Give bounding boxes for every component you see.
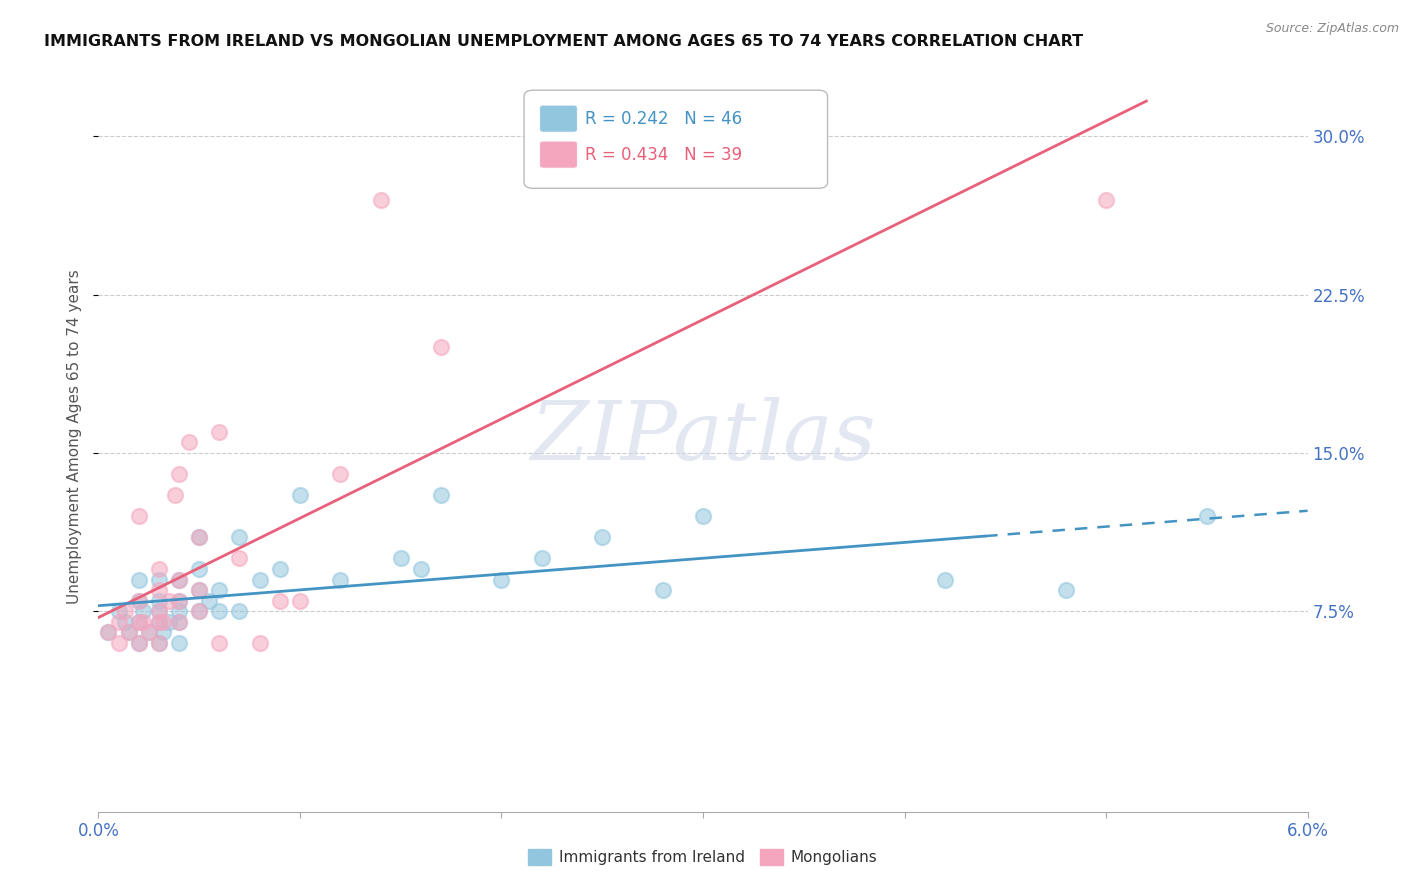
Legend: Immigrants from Ireland, Mongolians: Immigrants from Ireland, Mongolians <box>522 843 884 871</box>
Text: R = 0.434   N = 39: R = 0.434 N = 39 <box>585 145 741 163</box>
Point <box>132 604 155 618</box>
Point <box>128 615 150 629</box>
Point <box>97 625 120 640</box>
Point <box>329 573 352 587</box>
Point <box>198 593 221 607</box>
Point <box>167 604 190 618</box>
FancyBboxPatch shape <box>524 90 828 188</box>
Point <box>208 604 231 618</box>
Point <box>228 604 250 618</box>
Y-axis label: Unemployment Among Ages 65 to 74 years: Unemployment Among Ages 65 to 74 years <box>67 269 83 605</box>
Point <box>148 615 170 629</box>
Point <box>188 530 211 544</box>
Text: IMMIGRANTS FROM IRELAND VS MONGOLIAN UNEMPLOYMENT AMONG AGES 65 TO 74 YEARS CORR: IMMIGRANTS FROM IRELAND VS MONGOLIAN UNE… <box>44 34 1083 49</box>
Point <box>228 530 250 544</box>
Point <box>269 562 291 576</box>
Point <box>118 625 141 640</box>
Point <box>249 573 271 587</box>
Point <box>148 562 170 576</box>
Point <box>157 593 180 607</box>
Point <box>167 593 190 607</box>
Point <box>148 615 170 629</box>
Text: R = 0.242   N = 46: R = 0.242 N = 46 <box>585 110 741 128</box>
Point <box>591 530 613 544</box>
Point <box>228 551 250 566</box>
Point <box>118 625 141 640</box>
Point <box>188 604 211 618</box>
Point <box>148 636 170 650</box>
Point <box>288 488 311 502</box>
Point <box>1095 193 1118 207</box>
Point <box>491 573 513 587</box>
Point <box>188 562 211 576</box>
Point <box>107 615 129 629</box>
Point <box>107 604 129 618</box>
Point <box>148 583 170 598</box>
Point <box>148 593 170 607</box>
Point <box>107 636 129 650</box>
Point <box>128 573 150 587</box>
Point <box>188 530 211 544</box>
Point <box>208 583 231 598</box>
Point <box>389 551 412 566</box>
Point <box>128 509 150 524</box>
Point <box>167 573 190 587</box>
Point <box>188 583 211 598</box>
Text: Source: ZipAtlas.com: Source: ZipAtlas.com <box>1265 22 1399 36</box>
Point <box>179 435 201 450</box>
Point <box>128 593 150 607</box>
Point <box>1195 509 1218 524</box>
Point <box>188 604 211 618</box>
Point <box>329 467 352 481</box>
Point <box>167 615 190 629</box>
Point <box>1054 583 1077 598</box>
Point <box>167 636 190 650</box>
Point <box>208 425 231 439</box>
Point <box>114 604 136 618</box>
Point <box>128 636 150 650</box>
Text: ZIPatlas: ZIPatlas <box>530 397 876 477</box>
Point <box>148 636 170 650</box>
Point <box>148 604 170 618</box>
Point <box>128 593 150 607</box>
Point <box>128 615 150 629</box>
Point <box>208 636 231 650</box>
Point <box>148 604 170 618</box>
Point <box>288 593 311 607</box>
Point <box>167 467 190 481</box>
Point <box>152 625 174 640</box>
Point <box>157 615 180 629</box>
Point <box>934 573 956 587</box>
Point <box>430 488 453 502</box>
Point <box>167 593 190 607</box>
Point <box>651 583 673 598</box>
Point <box>97 625 120 640</box>
Point <box>114 615 136 629</box>
FancyBboxPatch shape <box>540 141 578 168</box>
Point <box>152 615 174 629</box>
Point <box>370 193 392 207</box>
Point <box>269 593 291 607</box>
Point <box>430 340 453 354</box>
Point <box>692 509 714 524</box>
Point <box>167 573 190 587</box>
Point <box>188 583 211 598</box>
Point <box>128 636 150 650</box>
Point <box>167 615 190 629</box>
Point <box>409 562 432 576</box>
Point <box>148 573 170 587</box>
FancyBboxPatch shape <box>540 105 578 132</box>
Point <box>530 551 553 566</box>
Point <box>132 615 155 629</box>
Point <box>138 625 160 640</box>
Point <box>163 488 186 502</box>
Point <box>249 636 271 650</box>
Point <box>138 625 160 640</box>
